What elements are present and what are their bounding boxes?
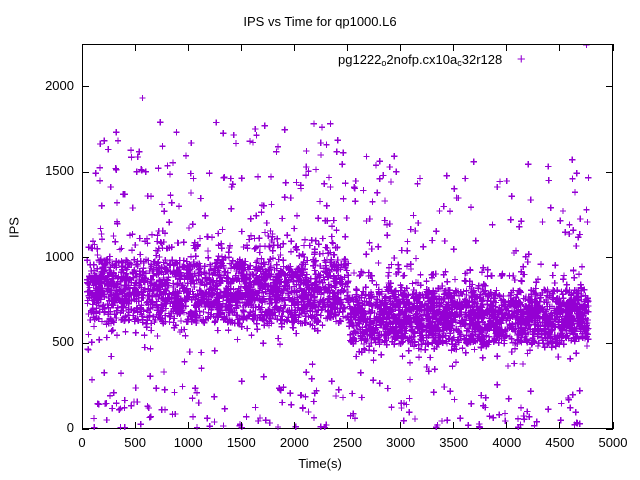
x-tick-mark xyxy=(81,422,83,429)
x-tick-label: 5000 xyxy=(598,435,628,450)
x-tick-label: 2000 xyxy=(279,435,309,450)
legend-series-label: pg1222o2nofp.cx10ac32r128 xyxy=(338,51,503,68)
y-tick-label: 1000 xyxy=(45,248,74,264)
x-tick-mark xyxy=(134,44,136,51)
x-tick-mark xyxy=(559,422,561,429)
x-tick-mark xyxy=(612,44,614,51)
y-tick-mark xyxy=(82,86,89,88)
x-tick-label: 4500 xyxy=(545,435,575,450)
y-tick-label: 500 xyxy=(52,334,74,350)
x-tick-mark xyxy=(134,422,136,429)
legend-marker-icon: + xyxy=(516,50,526,68)
page-title: IPS vs Time for qp1000.L6 xyxy=(243,14,397,29)
scatter-points xyxy=(84,45,592,430)
x-tick-mark xyxy=(347,44,348,51)
x-tick-label: 1500 xyxy=(226,435,256,450)
y-tick-mark xyxy=(82,171,89,173)
y-tick-mark xyxy=(82,428,89,430)
x-tick-label: 3500 xyxy=(439,435,469,450)
y-tick-label: 1500 xyxy=(45,163,74,179)
plot-area xyxy=(82,44,613,430)
x-tick-mark xyxy=(453,422,455,429)
legend: pg1222o2nofp.cx10ac32r128 + xyxy=(338,49,532,69)
x-tick-mark xyxy=(187,44,189,51)
x-tick-mark xyxy=(612,422,614,429)
x-tick-mark xyxy=(400,44,402,51)
x-tick-mark xyxy=(81,44,83,51)
x-tick-mark xyxy=(347,422,348,429)
x-tick-mark xyxy=(453,44,455,51)
x-axis-label: Time(s) xyxy=(298,456,342,471)
y-tick-mark xyxy=(606,342,613,344)
x-tick-label: 0 xyxy=(78,435,86,450)
y-tick-label: 0 xyxy=(66,420,74,435)
x-tick-mark xyxy=(559,44,561,51)
x-tick-mark xyxy=(240,422,242,429)
y-tick-mark xyxy=(82,257,89,259)
y-tick-label: 2000 xyxy=(45,77,74,93)
y-tick-mark xyxy=(606,428,613,430)
x-tick-label: 1000 xyxy=(173,435,203,450)
x-tick-mark xyxy=(187,422,189,429)
x-tick-label: 500 xyxy=(124,435,146,450)
x-tick-label: 2500 xyxy=(333,435,362,450)
y-tick-mark xyxy=(606,257,613,259)
x-tick-mark xyxy=(293,44,295,51)
x-tick-mark xyxy=(293,422,295,429)
y-tick-mark xyxy=(606,171,613,173)
y-tick-mark xyxy=(82,342,89,344)
x-tick-label: 3000 xyxy=(386,435,416,450)
x-tick-mark xyxy=(240,44,242,51)
x-tick-mark xyxy=(400,422,402,429)
x-tick-mark xyxy=(506,422,508,429)
x-tick-mark xyxy=(506,44,508,51)
y-tick-mark xyxy=(606,86,613,88)
x-tick-label: 4000 xyxy=(492,435,522,450)
